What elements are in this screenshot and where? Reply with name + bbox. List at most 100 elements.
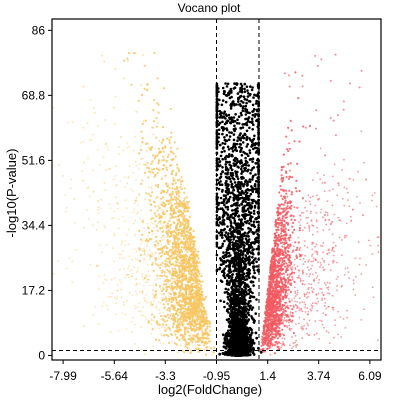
data-point-down [180, 232, 183, 236]
data-point-up [301, 282, 304, 285]
data-point-up [324, 211, 327, 214]
data-point-up [268, 325, 271, 328]
data-point-up [266, 316, 269, 319]
data-point-up [274, 225, 277, 228]
data-point-down [161, 296, 164, 299]
data-point-down [191, 328, 194, 331]
data-point-down [153, 296, 156, 299]
data-point-down [179, 318, 182, 321]
data-point-down [173, 272, 176, 275]
data-point-down [144, 299, 147, 301]
data-point-up [307, 310, 310, 313]
data-point-up [323, 174, 325, 177]
data-point-up [359, 257, 361, 260]
data-point-down [126, 57, 129, 60]
data-point-up [284, 279, 287, 282]
data-point-up [269, 269, 272, 272]
data-point-up [313, 278, 316, 281]
data-point-up [301, 325, 303, 328]
data-point-down [186, 251, 189, 254]
data-point-up [336, 261, 338, 264]
data-point-up [284, 231, 287, 234]
data-point-down [181, 268, 184, 271]
data-point-up [297, 241, 300, 244]
data-point-down [171, 274, 174, 277]
data-point-up [273, 307, 276, 310]
data-point-not-significant [218, 121, 222, 125]
data-point-down [134, 257, 137, 260]
data-point-down [154, 184, 157, 187]
data-point-up [291, 336, 293, 338]
data-point-down [194, 306, 197, 310]
data-point-down [166, 168, 169, 171]
data-point-down [176, 279, 179, 282]
data-point-down [143, 171, 147, 174]
data-point-down [177, 218, 180, 221]
data-point-up [310, 286, 313, 289]
data-point-up [278, 299, 281, 302]
data-point-down [186, 322, 189, 325]
data-point-down [182, 307, 185, 310]
data-point-up [331, 306, 334, 309]
data-point-down [183, 187, 186, 190]
data-point-down [160, 251, 163, 254]
data-point-up [360, 319, 363, 321]
data-point-down [183, 197, 186, 200]
data-point-down [164, 174, 167, 177]
data-point-down [176, 179, 180, 182]
data-point-up [293, 228, 296, 231]
data-point-up [331, 233, 334, 236]
data-point-down [179, 185, 182, 189]
data-point-down [147, 239, 150, 243]
data-point-up [287, 228, 290, 232]
data-point-up [289, 162, 292, 165]
data-point-down [198, 325, 201, 328]
data-point-up [294, 290, 297, 293]
data-point-down [148, 274, 151, 277]
data-point-down [182, 223, 185, 226]
data-point-up [302, 258, 305, 260]
data-point-down [177, 308, 180, 311]
data-point-up [311, 307, 314, 309]
data-point-down [162, 283, 165, 286]
data-point-down [155, 154, 158, 157]
data-point-down [151, 261, 154, 264]
data-point-down [144, 198, 146, 201]
data-point-up [303, 244, 306, 247]
data-point-up [291, 319, 294, 322]
data-point-up [273, 336, 276, 339]
data-point-down [162, 303, 165, 306]
data-point-down [175, 163, 179, 166]
data-point-down [133, 266, 136, 268]
data-point-down [154, 197, 157, 200]
data-point-down [194, 248, 197, 251]
data-point-up [323, 294, 325, 296]
data-point-up [348, 205, 351, 208]
data-point-down [151, 303, 154, 306]
data-point-up [304, 226, 306, 229]
data-point-up [305, 273, 308, 275]
data-point-down [143, 249, 146, 252]
data-point-down [177, 210, 180, 213]
data-point-down [201, 313, 204, 316]
data-point-down [147, 199, 150, 201]
data-point-up [324, 284, 327, 286]
data-point-down [196, 284, 199, 287]
data-point-up [289, 313, 292, 315]
data-point-down [178, 195, 181, 198]
data-point-down [132, 211, 135, 214]
data-point-up [265, 336, 268, 339]
data-point-down [184, 310, 187, 313]
data-point-down [165, 299, 168, 303]
data-point-up [311, 233, 314, 236]
data-point-up [309, 273, 311, 276]
data-point-up [316, 309, 319, 312]
data-point-down [173, 198, 176, 201]
data-point-down [169, 272, 172, 275]
data-point-up [300, 327, 303, 330]
data-point-down [124, 239, 127, 242]
data-point-up [260, 344, 263, 347]
data-point-down [173, 342, 176, 345]
data-point-down [157, 264, 160, 267]
